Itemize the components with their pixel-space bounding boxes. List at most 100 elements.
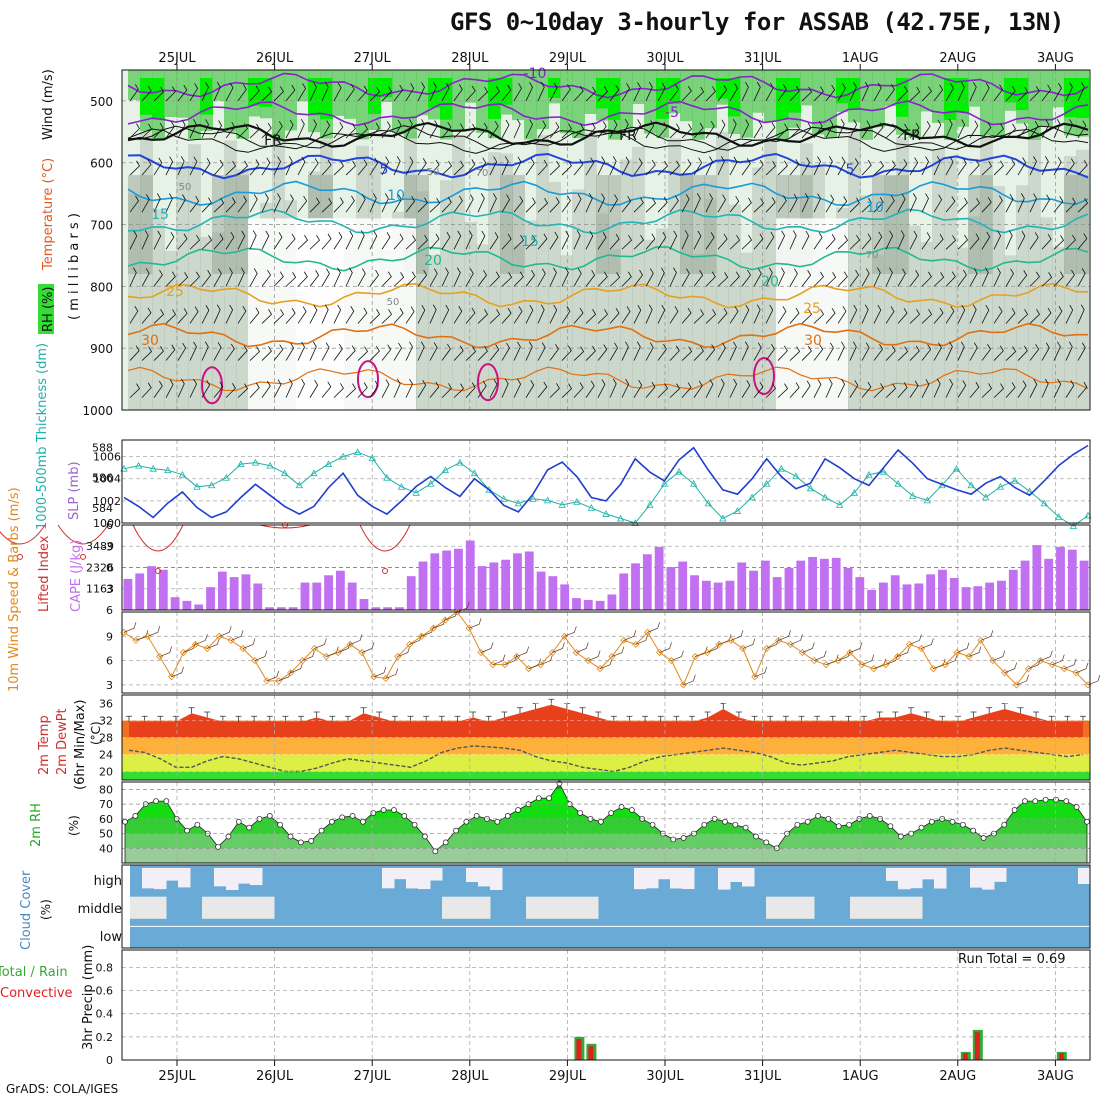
rh-contour-label: 70 xyxy=(866,250,879,261)
wind-barb xyxy=(729,341,737,361)
temp-max-whisker xyxy=(219,715,226,722)
wind-barb xyxy=(993,383,1005,398)
cloud-high-gap xyxy=(718,868,731,890)
wind-barb xyxy=(597,193,605,213)
wind-barb xyxy=(129,383,141,398)
temp-max-whisker xyxy=(1048,715,1055,722)
thickness-point xyxy=(193,482,201,490)
wind-barb xyxy=(813,120,823,139)
temp-max-whisker xyxy=(407,715,414,722)
wind-barb xyxy=(525,269,535,287)
wind-barb xyxy=(477,86,489,102)
temp-max-whisker xyxy=(814,715,821,722)
wind-barb xyxy=(981,344,991,361)
wind-barb xyxy=(993,160,1004,176)
wind-barb xyxy=(753,342,762,361)
thickness-point xyxy=(879,467,888,475)
temp-band xyxy=(122,771,1090,780)
wind-barb xyxy=(153,86,165,102)
cape-bar xyxy=(158,569,168,610)
wind-barb xyxy=(945,83,954,102)
wind-barb xyxy=(777,123,789,139)
wind-barb xyxy=(693,380,703,398)
wind-barb xyxy=(525,197,536,213)
wind-barb xyxy=(609,233,620,250)
wind-barb xyxy=(417,82,425,102)
wind-barb xyxy=(297,118,305,139)
wind-barb xyxy=(1065,119,1074,139)
rh-band-dry xyxy=(560,255,573,410)
rh-point xyxy=(494,818,501,825)
wind-barb xyxy=(477,269,487,287)
wind-barb xyxy=(177,342,187,361)
wind-barb xyxy=(933,307,944,324)
rh-band-saturated xyxy=(152,78,165,120)
rh-band-saturated xyxy=(248,78,261,106)
cape-bar xyxy=(973,586,983,610)
rh-point xyxy=(1022,798,1028,804)
wind-barb xyxy=(909,230,918,250)
wind-barb xyxy=(1005,382,1016,398)
wind-barb xyxy=(1077,159,1088,176)
surface-wind-barb xyxy=(790,634,803,645)
surface-wind-barb xyxy=(623,630,637,641)
surface-wind-barb xyxy=(219,626,232,637)
wind-barb xyxy=(213,342,222,361)
wind-barb xyxy=(741,234,753,250)
rh-band-dry xyxy=(548,181,561,410)
wind-barb xyxy=(633,380,643,398)
wind-barb xyxy=(813,232,823,250)
temp-max-whisker xyxy=(172,715,179,722)
wind-barb xyxy=(165,309,177,324)
wind-barb xyxy=(573,346,585,361)
li-cape-frame xyxy=(121,524,1091,611)
cloud-middle-gap xyxy=(442,896,455,919)
cloud-middle-gap xyxy=(538,896,551,919)
wind-barb xyxy=(645,233,656,250)
wind-barb xyxy=(549,122,560,139)
wind-barb xyxy=(441,304,450,324)
wind-barb xyxy=(261,269,271,287)
temp-max-whisker xyxy=(1033,711,1040,718)
wind-barb xyxy=(969,197,981,213)
wind-barb xyxy=(933,233,944,250)
wind-barb xyxy=(669,195,679,213)
wind-barb xyxy=(777,160,788,176)
wind-barb xyxy=(957,158,967,176)
wind-barb xyxy=(1065,341,1073,361)
surface-wind-barb xyxy=(480,642,494,653)
wind-barb xyxy=(957,269,967,287)
cape-bar xyxy=(619,573,629,610)
wind-barb xyxy=(657,304,666,324)
cape-bar xyxy=(477,566,487,610)
wind-barb xyxy=(969,233,980,250)
precip-conv-bar xyxy=(962,1053,968,1060)
wind-barb xyxy=(933,119,942,139)
wind-barb xyxy=(405,306,415,324)
wind-barb xyxy=(945,196,956,213)
surface-wind-barb xyxy=(314,638,327,649)
wind-barb xyxy=(525,234,537,250)
wind-barb xyxy=(1041,119,1050,139)
cape-bar xyxy=(442,550,452,610)
cape-bar xyxy=(1044,558,1054,610)
rh-band-saturated xyxy=(488,78,501,119)
wind-barb xyxy=(357,346,369,361)
temp-max-whisker xyxy=(673,715,680,722)
wind-barb xyxy=(657,82,666,102)
cloud-middle-gap xyxy=(130,896,143,919)
wind-barb xyxy=(813,193,821,213)
wind-barb xyxy=(189,234,201,250)
surface-wind-barb xyxy=(409,634,422,645)
wind-frame xyxy=(121,611,1091,694)
lifted-index-point xyxy=(155,568,161,575)
wind-barb xyxy=(705,156,713,176)
surface-wind-barb xyxy=(576,642,589,653)
wind-barb xyxy=(573,159,584,176)
wind-barb xyxy=(141,230,149,250)
wind-barb xyxy=(369,345,380,361)
wind-barb xyxy=(441,82,450,102)
wind-barb xyxy=(525,304,534,324)
surface-wind-barb xyxy=(837,650,851,661)
wind-barb xyxy=(393,156,401,176)
